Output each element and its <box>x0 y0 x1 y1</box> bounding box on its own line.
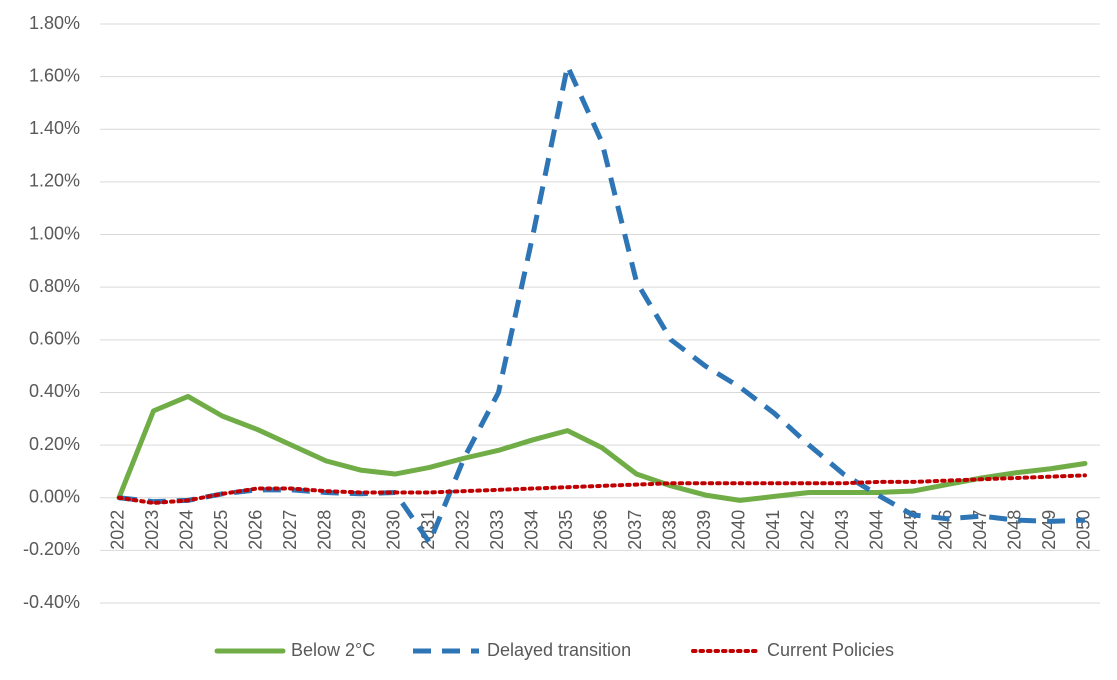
x-tick-label: 2025 <box>211 510 231 550</box>
series-line <box>117 473 1087 505</box>
legend-label: Delayed transition <box>487 640 631 660</box>
x-tick-label: 2034 <box>522 510 542 550</box>
x-tick-label: 2038 <box>660 510 680 550</box>
y-tick-label: 0.40% <box>29 381 80 401</box>
x-tick-label: 2042 <box>798 510 818 550</box>
y-tick-label: 1.60% <box>29 65 80 85</box>
y-tick-label: 1.20% <box>29 171 80 191</box>
x-tick-label: 2039 <box>694 510 714 550</box>
x-tick-label: 2029 <box>349 510 369 550</box>
x-tick-label: 2024 <box>177 510 197 550</box>
x-tick-label: 2047 <box>970 510 990 550</box>
y-tick-label: -0.20% <box>23 539 80 559</box>
y-tick-label: 1.80% <box>29 13 80 33</box>
x-tick-label: 2031 <box>418 510 438 550</box>
x-tick-label: 2030 <box>384 510 404 550</box>
legend-label: Current Policies <box>767 640 894 660</box>
x-tick-label: 2032 <box>453 510 473 550</box>
x-tick-label: 2022 <box>108 510 128 550</box>
x-tick-label: 2023 <box>142 510 162 550</box>
y-tick-label: 1.40% <box>29 118 80 138</box>
x-tick-label: 2035 <box>556 510 576 550</box>
x-tick-label: 2033 <box>487 510 507 550</box>
y-tick-label: -0.40% <box>23 592 80 612</box>
x-tick-label: 2026 <box>246 510 266 550</box>
x-tick-label: 2041 <box>763 510 783 550</box>
y-tick-label: 0.00% <box>29 486 80 506</box>
x-tick-label: 2045 <box>901 510 921 550</box>
x-tick-label: 2027 <box>280 510 300 550</box>
x-tick-label: 2040 <box>729 510 749 550</box>
x-tick-label: 2050 <box>1074 510 1094 550</box>
legend-label: Below 2°C <box>291 640 375 660</box>
y-tick-label: 0.20% <box>29 434 80 454</box>
x-tick-label: 2036 <box>591 510 611 550</box>
x-tick-label: 2043 <box>832 510 852 550</box>
series-line <box>118 63 1086 545</box>
y-tick-label: 0.60% <box>29 329 80 349</box>
legend: Below 2°C Delayed transition Current Polic… <box>214 640 894 660</box>
x-tick-label: 2044 <box>867 510 887 550</box>
x-tick-label: 2028 <box>315 510 335 550</box>
series-line <box>116 393 1088 503</box>
x-tick-label: 2048 <box>1005 510 1025 550</box>
y-tick-label: 1.00% <box>29 223 80 243</box>
x-tick-label: 2037 <box>625 510 645 550</box>
x-tick-label: 2049 <box>1039 510 1059 550</box>
y-tick-label: 0.80% <box>29 276 80 296</box>
